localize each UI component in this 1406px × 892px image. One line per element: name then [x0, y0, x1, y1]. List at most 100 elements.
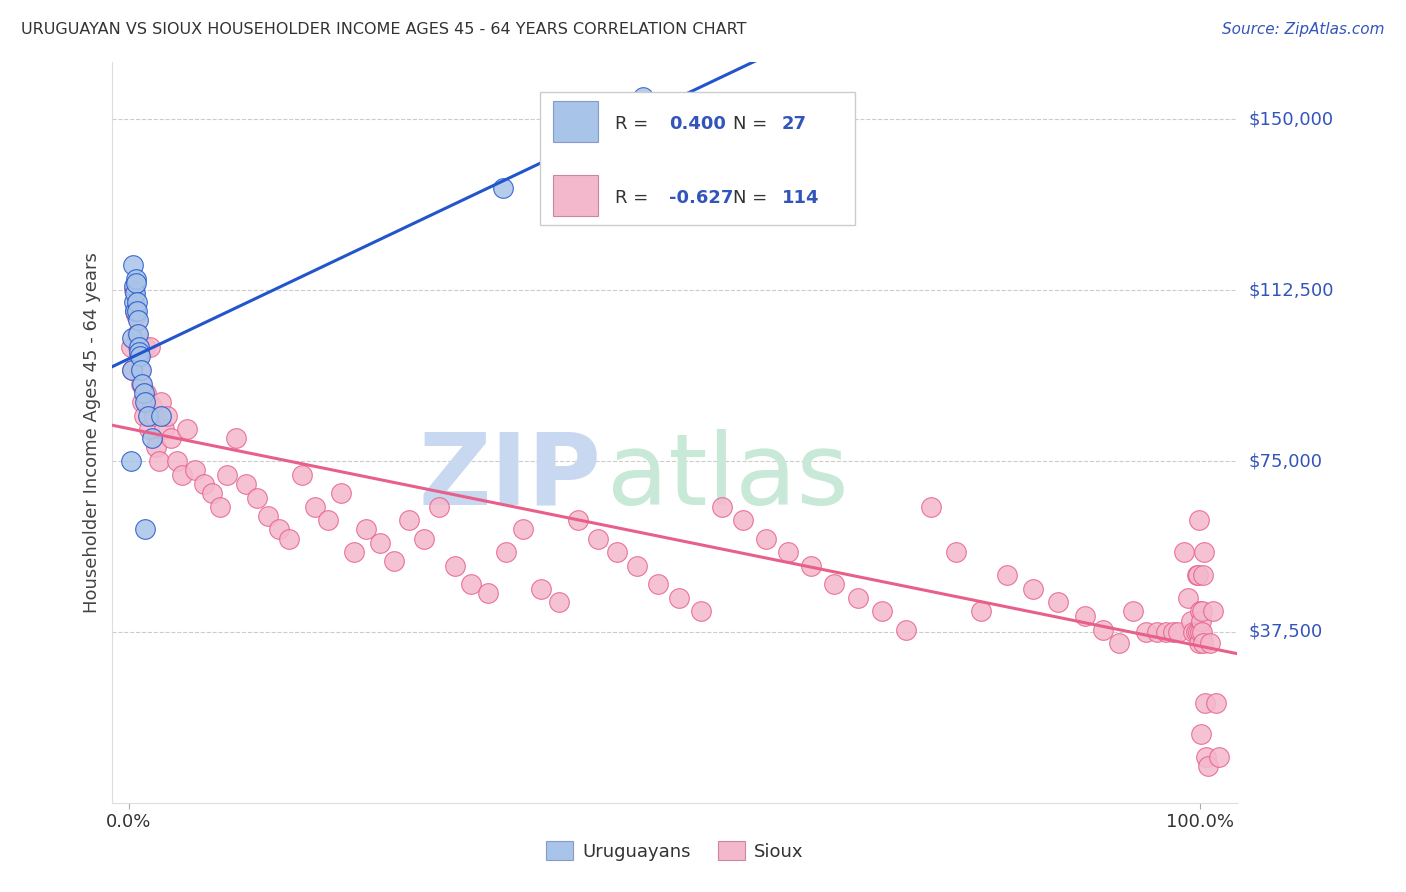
Point — [131, 376, 153, 391]
Point — [121, 363, 143, 377]
Point — [124, 285, 146, 300]
Text: 114: 114 — [782, 189, 820, 207]
Point — [120, 340, 142, 354]
Point — [1194, 696, 1216, 710]
Point — [141, 400, 163, 414]
Point — [1184, 624, 1206, 639]
Point — [995, 568, 1018, 582]
Point — [122, 294, 145, 309]
Point — [125, 308, 148, 322]
FancyBboxPatch shape — [554, 101, 599, 142]
Point — [1192, 545, 1215, 559]
Point — [1205, 696, 1227, 710]
Point — [1161, 624, 1184, 639]
Point — [1074, 609, 1097, 624]
Point — [132, 385, 155, 400]
Point — [148, 454, 170, 468]
Point — [1188, 604, 1211, 618]
Point — [267, 523, 290, 537]
Text: R =: R = — [616, 115, 654, 133]
Point — [127, 294, 149, 309]
Point — [1146, 624, 1168, 639]
Point — [512, 523, 534, 537]
Point — [1154, 624, 1177, 639]
Point — [1208, 750, 1230, 764]
Point — [143, 409, 166, 423]
Point — [427, 500, 450, 514]
Point — [1122, 604, 1144, 618]
Point — [124, 303, 146, 318]
Point — [548, 595, 571, 609]
Point — [121, 363, 143, 377]
Point — [121, 331, 143, 345]
Point — [631, 89, 654, 103]
Point — [945, 545, 967, 559]
Point — [134, 340, 156, 354]
Point — [225, 431, 247, 445]
Point — [160, 431, 183, 445]
Point — [153, 422, 176, 436]
Point — [1187, 568, 1209, 582]
Point — [141, 431, 163, 445]
Point — [127, 313, 149, 327]
Point — [368, 536, 391, 550]
Text: $150,000: $150,000 — [1249, 111, 1333, 128]
Point — [149, 395, 172, 409]
Point — [125, 272, 148, 286]
Point — [495, 545, 517, 559]
Point — [647, 577, 669, 591]
Point — [1177, 591, 1199, 605]
Point — [1191, 624, 1213, 639]
Point — [128, 340, 150, 354]
Point — [129, 363, 152, 377]
Point — [970, 604, 993, 618]
Point — [1192, 636, 1215, 650]
Point — [149, 409, 172, 423]
Point — [689, 604, 711, 618]
Point — [136, 409, 159, 423]
Point — [413, 532, 436, 546]
Point — [122, 283, 145, 297]
Text: $75,000: $75,000 — [1249, 452, 1323, 470]
Point — [606, 545, 628, 559]
Point — [1197, 759, 1219, 773]
Point — [124, 303, 146, 318]
Point — [733, 513, 755, 527]
Point — [586, 532, 609, 546]
Point — [444, 558, 467, 573]
Text: 0.400: 0.400 — [669, 115, 725, 133]
FancyBboxPatch shape — [540, 92, 855, 226]
Text: Source: ZipAtlas.com: Source: ZipAtlas.com — [1222, 22, 1385, 37]
Point — [122, 278, 145, 293]
Point — [131, 376, 153, 391]
Point — [127, 326, 149, 341]
Text: 27: 27 — [782, 115, 807, 133]
Point — [1199, 636, 1222, 650]
Point — [138, 422, 160, 436]
Text: -0.627: -0.627 — [669, 189, 734, 207]
Point — [316, 513, 339, 527]
Point — [121, 258, 143, 272]
Point — [896, 623, 918, 637]
Point — [291, 467, 314, 482]
Text: atlas: atlas — [607, 428, 849, 525]
Point — [134, 395, 156, 409]
Point — [134, 523, 156, 537]
Point — [711, 500, 734, 514]
Point — [193, 476, 215, 491]
Point — [184, 463, 207, 477]
Point — [356, 523, 378, 537]
Point — [824, 577, 846, 591]
Text: ZIP: ZIP — [419, 428, 602, 525]
Point — [1185, 568, 1208, 582]
Point — [278, 532, 301, 546]
Point — [1173, 545, 1195, 559]
Point — [1135, 624, 1157, 639]
Point — [477, 586, 499, 600]
Point — [668, 591, 690, 605]
Point — [1189, 614, 1212, 628]
Text: N =: N = — [734, 189, 773, 207]
Point — [626, 558, 648, 573]
Point — [217, 467, 239, 482]
Point — [1188, 513, 1211, 527]
